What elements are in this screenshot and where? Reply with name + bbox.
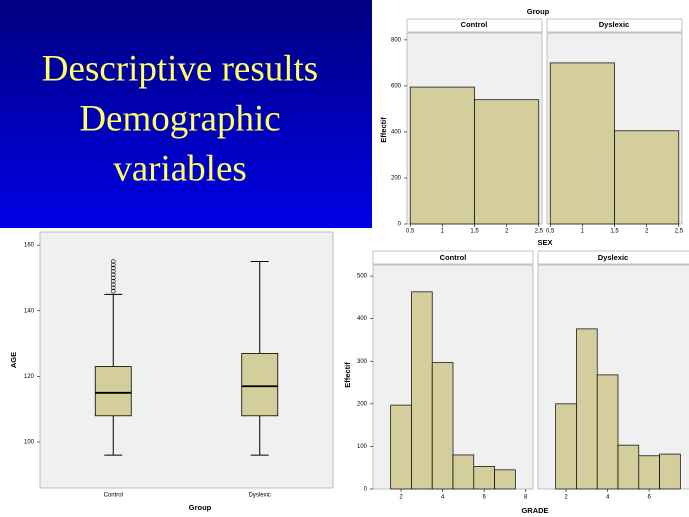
y-tick-label: 100 [357, 444, 368, 450]
bar [576, 328, 598, 490]
x-axis-label: GRADE [521, 506, 548, 515]
panel-header [546, 18, 683, 33]
x-tick-label: 4 [441, 495, 445, 501]
y-tick-label: 0 [364, 487, 368, 493]
y-axis-label: Effectif [379, 117, 388, 143]
title-box [0, 0, 372, 228]
panel-header [537, 250, 689, 265]
y-tick-label: 0 [398, 222, 402, 228]
x-tick-label: 4 [606, 495, 610, 501]
bar [411, 291, 433, 490]
x-axis-label: SEX [537, 238, 552, 247]
outlier [110, 272, 116, 277]
box [241, 353, 279, 417]
outlier [110, 282, 116, 287]
bar [549, 62, 615, 225]
y-tick-label: 140 [24, 308, 35, 314]
outlier [110, 278, 116, 284]
slide-title: Descriptive results [42, 48, 318, 89]
bar [474, 99, 540, 225]
slide-title: variables [113, 148, 247, 189]
x-tick-label: 1,5 [470, 229, 479, 235]
x-tick-label: 1 [441, 229, 445, 235]
x-tick-label: 0,5 [546, 229, 555, 235]
x-tick-label: 1,5 [610, 229, 619, 235]
bar [638, 455, 660, 490]
x-axis-label: Group [189, 503, 212, 512]
bar [617, 444, 640, 490]
x-tick-label: 0,5 [406, 229, 415, 235]
y-tick-label: 600 [391, 84, 402, 90]
bar [452, 454, 475, 490]
x-tick-label: 2,5 [675, 229, 684, 235]
panel-header [372, 250, 534, 265]
x-tick-label: 2 [564, 495, 568, 501]
bar [473, 466, 495, 490]
x-tick-label: Dyslexic [249, 493, 271, 499]
bar [614, 130, 680, 225]
y-tick-label: 160 [24, 243, 35, 249]
outlier [110, 262, 116, 268]
x-tick-label: 1 [581, 229, 585, 235]
x-tick-label: 2 [645, 229, 649, 235]
x-tick-label: 2 [505, 229, 509, 235]
bar [555, 403, 577, 490]
plot-area [39, 231, 334, 489]
x-tick-label: 6 [482, 495, 486, 501]
outlier [110, 288, 116, 294]
bar [390, 404, 412, 490]
y-tick-label: 400 [357, 316, 368, 322]
y-tick-label: 100 [24, 440, 35, 446]
x-tick-label: Control [104, 493, 123, 499]
y-tick-label: 300 [357, 359, 368, 365]
y-axis-label: AGE [9, 352, 18, 368]
bar [596, 374, 619, 490]
y-tick-label: 120 [24, 374, 35, 380]
panel-title: Dyslexic [599, 20, 629, 29]
y-axis-label: Effectif [343, 362, 352, 388]
x-tick-label: 8 [524, 495, 528, 501]
panel-title: Control [440, 253, 467, 262]
box [94, 366, 132, 417]
bar [659, 453, 681, 490]
outlier [110, 269, 116, 274]
bar [431, 362, 454, 490]
y-tick-label: 200 [391, 176, 402, 182]
y-tick-label: 200 [357, 401, 368, 407]
bar [409, 86, 475, 225]
outlier [110, 285, 116, 291]
y-tick-label: 400 [391, 130, 402, 136]
outlier [110, 265, 116, 271]
outlier [110, 259, 116, 264]
y-tick-label: 500 [357, 274, 368, 280]
y-tick-label: 800 [391, 37, 402, 43]
panel-title: Dyslexic [598, 253, 628, 262]
x-tick-label: 6 [647, 495, 651, 501]
panel-header [406, 18, 543, 33]
outlier [110, 275, 116, 281]
bar [494, 469, 516, 490]
slide-title: Demographic [79, 98, 280, 139]
chart-title: Group [527, 7, 550, 16]
x-tick-label: 2 [399, 495, 403, 501]
panel-title: Control [461, 20, 488, 29]
x-tick-label: 2,5 [535, 229, 544, 235]
